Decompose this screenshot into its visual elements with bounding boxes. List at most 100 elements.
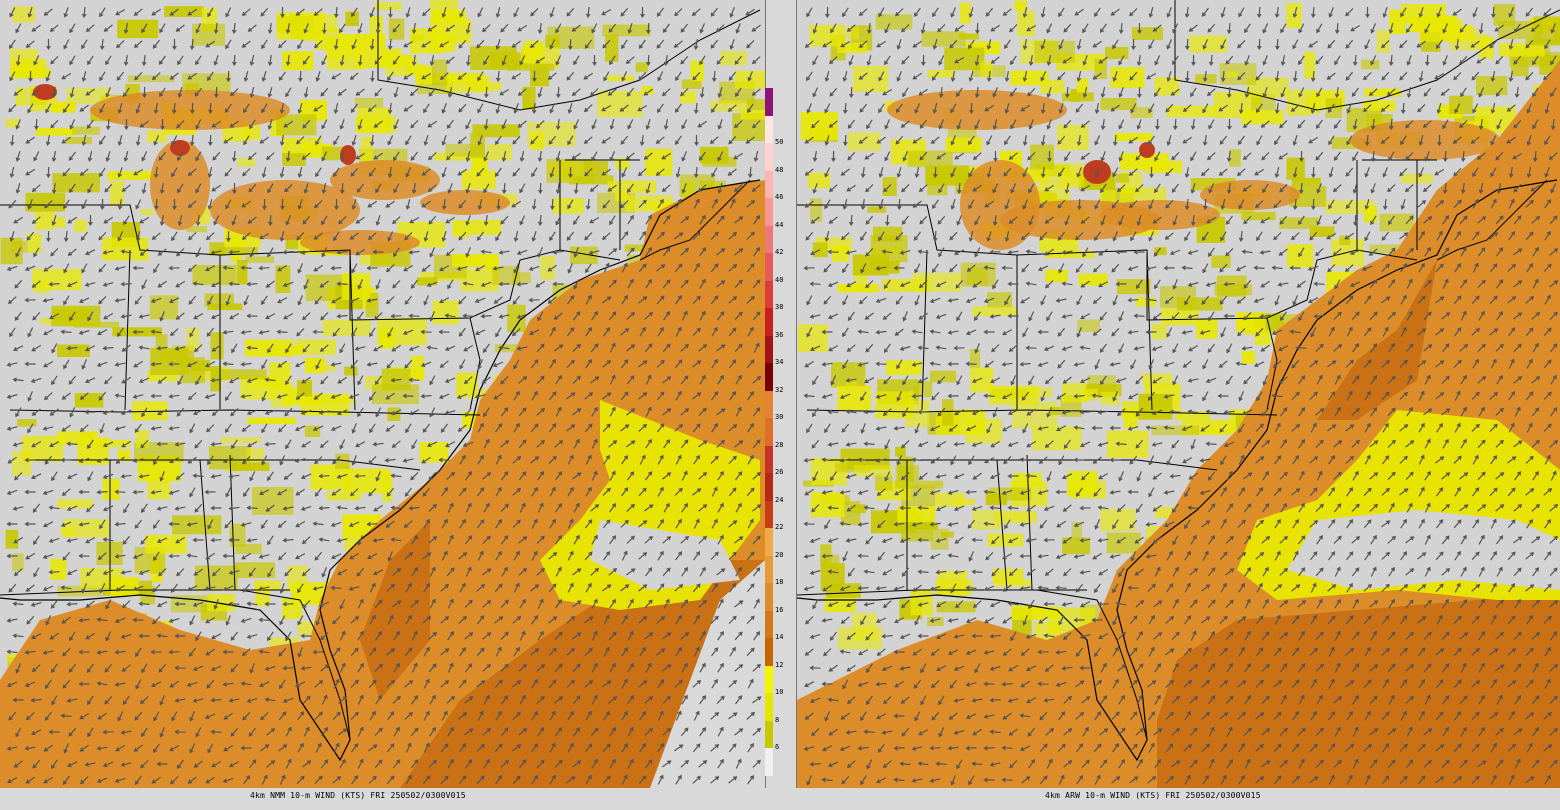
wind-arrow-icon bbox=[657, 454, 664, 465]
wind-arrow-icon bbox=[278, 40, 287, 49]
wind-arrow-icon bbox=[230, 631, 239, 641]
wind-arrow-icon bbox=[66, 601, 78, 607]
wind-shading bbox=[355, 48, 402, 69]
wind-arrow-icon bbox=[260, 295, 268, 306]
wind-arrow-icon bbox=[603, 646, 610, 657]
wind-arrow-icon bbox=[13, 568, 23, 577]
wind-arrow-icon bbox=[692, 775, 702, 784]
wind-arrow-icon bbox=[661, 184, 671, 193]
wind-arrow-icon bbox=[132, 489, 144, 495]
wind-arrow-icon bbox=[621, 262, 628, 273]
wind-arrow-icon bbox=[372, 441, 384, 447]
wind-arrow-icon bbox=[573, 215, 580, 226]
wind-arrow-icon bbox=[277, 488, 288, 496]
wind-arrow-icon bbox=[609, 406, 616, 417]
wind-arrow-icon bbox=[241, 40, 251, 48]
wind-shading bbox=[170, 595, 211, 613]
coastline bbox=[0, 179, 761, 762]
wind-arrow-icon bbox=[392, 600, 402, 608]
wind-arrow-icon bbox=[555, 566, 562, 577]
wind-arrow-icon bbox=[189, 487, 196, 498]
wind-arrow-icon bbox=[297, 711, 305, 721]
wind-arrow-icon bbox=[728, 71, 736, 81]
wind-arrow-icon bbox=[247, 152, 257, 161]
wind-arrow-icon bbox=[477, 487, 485, 497]
wind-arrow-icon bbox=[734, 440, 744, 448]
wind-arrow-icon bbox=[591, 406, 598, 417]
wind-arrow-icon bbox=[680, 727, 689, 737]
wind-shading bbox=[545, 35, 560, 48]
wind-arrow-icon bbox=[339, 54, 345, 67]
wind-arrow-icon bbox=[675, 774, 682, 785]
wind-arrow-icon bbox=[243, 775, 251, 785]
wind-arrow-icon bbox=[621, 614, 628, 625]
wind-shading bbox=[5, 529, 19, 549]
wind-arrow-icon bbox=[14, 279, 23, 289]
wind-arrow-icon bbox=[6, 265, 18, 271]
wind-arrow-icon bbox=[728, 231, 738, 240]
ocean-calm-core bbox=[1287, 510, 1560, 590]
wind-arrow-icon bbox=[694, 135, 699, 147]
wind-arrow-icon bbox=[512, 487, 522, 496]
wind-shading bbox=[1226, 71, 1238, 78]
wind-arrow-icon bbox=[14, 311, 22, 321]
wind-arrow-icon bbox=[99, 519, 106, 530]
wind-arrow-icon bbox=[566, 71, 575, 81]
wind-arrow-icon bbox=[591, 23, 598, 34]
wind-arrow-icon bbox=[692, 679, 702, 688]
wind-shading bbox=[117, 19, 159, 39]
wind-arrow-icon bbox=[674, 135, 682, 146]
wind-arrow-icon bbox=[717, 374, 724, 385]
wind-arrow-icon bbox=[8, 711, 17, 721]
wind-arrow-icon bbox=[51, 343, 58, 354]
wind-arrow-icon bbox=[66, 569, 78, 576]
wind-arrow-icon bbox=[408, 377, 420, 383]
wind-arrow-icon bbox=[188, 295, 197, 305]
state-boundary bbox=[921, 249, 1153, 411]
wind-arrow-icon bbox=[315, 135, 322, 146]
wind-arrow-icon bbox=[573, 279, 580, 290]
wind-arrow-icon bbox=[567, 582, 574, 593]
wind-arrow-icon bbox=[734, 536, 744, 544]
wind-arrow-icon bbox=[387, 38, 393, 51]
wind-arrow-icon bbox=[747, 71, 753, 82]
wind-arrow-icon bbox=[1400, 7, 1407, 18]
wind-arrow-icon bbox=[512, 295, 521, 305]
wind-arrow-icon bbox=[609, 502, 617, 513]
wind-arrow-icon bbox=[49, 313, 60, 320]
wind-arrow-icon bbox=[99, 135, 106, 146]
wind-arrow-icon bbox=[6, 746, 18, 751]
wind-arrow-icon bbox=[440, 648, 450, 656]
wind-arrow-icon bbox=[661, 152, 672, 160]
wind-shading bbox=[1070, 88, 1081, 102]
wind-arrow-icon bbox=[141, 151, 148, 162]
wind-arrow-icon bbox=[115, 456, 125, 464]
wind-arrow-icon bbox=[390, 377, 402, 383]
wind-arrow-icon bbox=[6, 681, 18, 688]
nmm-wind-map bbox=[0, 0, 765, 788]
wind-shading bbox=[988, 487, 1032, 501]
wind-arrow-icon bbox=[211, 408, 221, 416]
wind-arrow-icon bbox=[621, 646, 629, 657]
wind-arrow-icon bbox=[357, 758, 364, 769]
wind-shading bbox=[810, 198, 823, 222]
wind-shading bbox=[1161, 308, 1199, 326]
wind-arrow-icon bbox=[295, 520, 306, 528]
wind-arrow-icon bbox=[492, 266, 504, 271]
wind-arrow-icon bbox=[264, 441, 276, 447]
wind-arrow-icon bbox=[513, 263, 520, 274]
wind-shading bbox=[522, 86, 536, 110]
wind-shading bbox=[1379, 213, 1415, 232]
wind-arrow-icon bbox=[674, 232, 684, 240]
wind-arrow-icon bbox=[717, 598, 724, 609]
wind-arrow-icon bbox=[627, 23, 633, 34]
wind-arrow-icon bbox=[710, 39, 719, 49]
wind-arrow-icon bbox=[512, 711, 521, 721]
wind-arrow-icon bbox=[170, 583, 178, 593]
wind-arrow-icon bbox=[392, 695, 401, 704]
wind-arrow-icon bbox=[465, 247, 471, 258]
wind-arrow-icon bbox=[223, 136, 234, 144]
wind-arrow-icon bbox=[716, 344, 726, 352]
wind-arrow-icon bbox=[440, 680, 450, 688]
wind-arrow-icon bbox=[1110, 8, 1120, 16]
